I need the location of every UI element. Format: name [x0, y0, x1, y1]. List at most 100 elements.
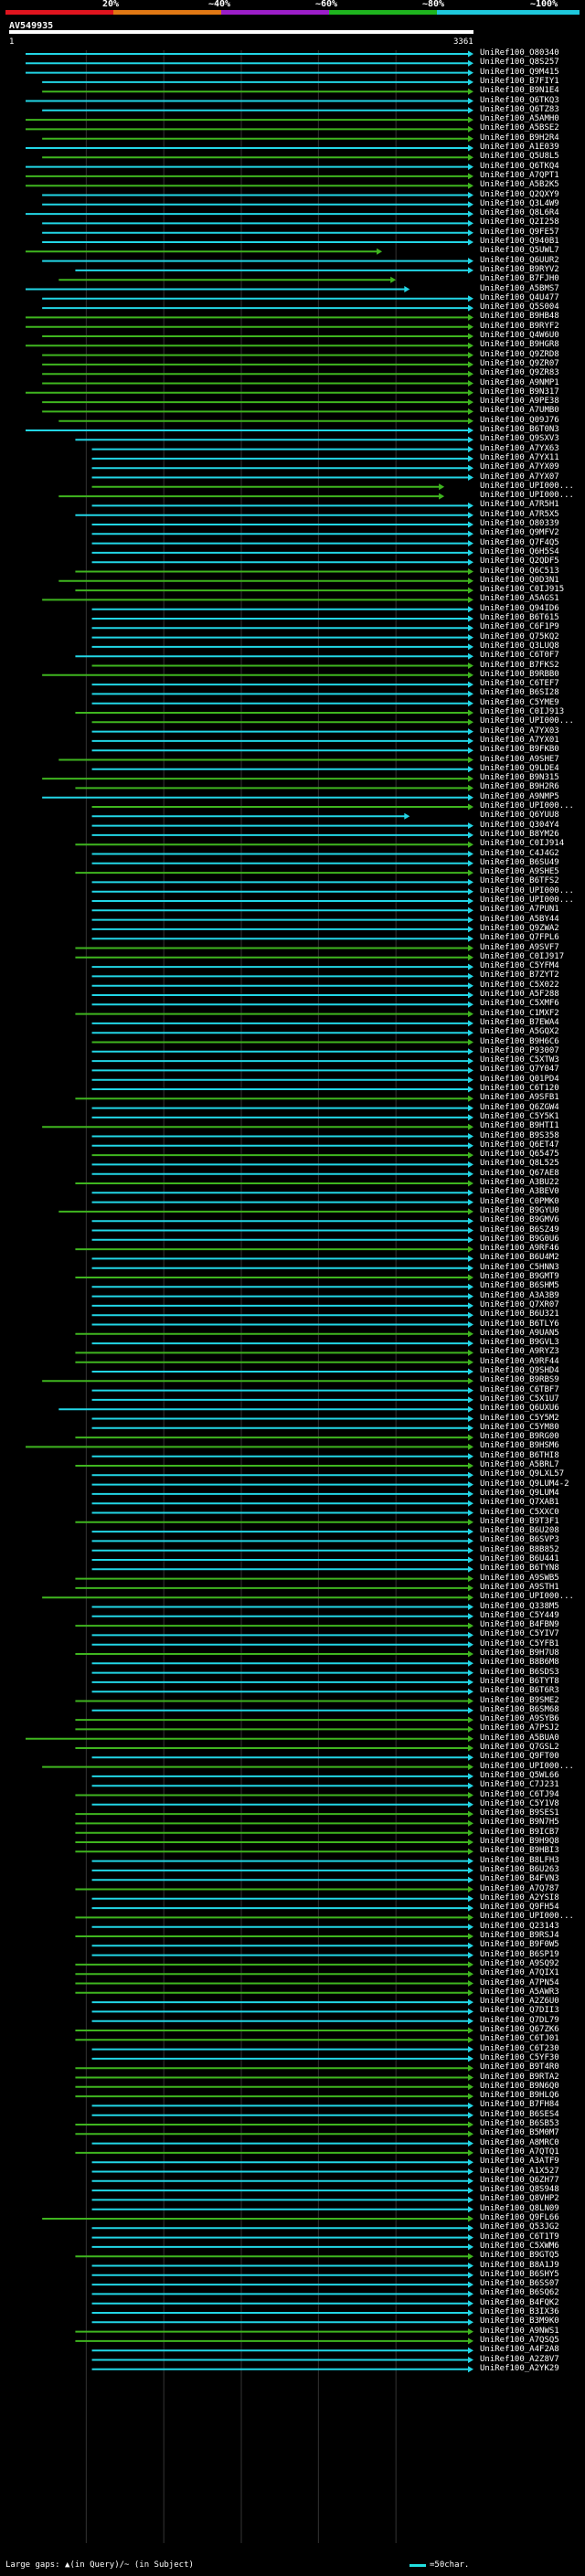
- hit-label[interactable]: UniRef100_A7R5X5: [480, 509, 559, 519]
- hit-label[interactable]: UniRef100_A7YX01: [480, 735, 559, 745]
- hit-label[interactable]: UniRef100_P93007: [480, 1045, 559, 1055]
- hit-label[interactable]: UniRef100_Q9ZWA2: [480, 923, 559, 933]
- hit-label[interactable]: UniRef100_C6F1P9: [480, 622, 559, 632]
- hit-label[interactable]: UniRef100_UPI000...: [480, 1592, 574, 1602]
- hit-label[interactable]: UniRef100_B9GYU0: [480, 1205, 559, 1215]
- hit-label[interactable]: UniRef100_C5Y449: [480, 1610, 559, 1620]
- hit-label[interactable]: UniRef100_Q6TKQ3: [480, 95, 559, 105]
- hit-label[interactable]: UniRef100_C5YFM4: [480, 961, 559, 971]
- hit-label[interactable]: UniRef100_C5YFB1: [480, 1638, 559, 1648]
- hit-label[interactable]: UniRef100_B9H9Q8: [480, 1837, 559, 1846]
- hit-label[interactable]: UniRef100_Q338M5: [480, 1601, 559, 1611]
- hit-label[interactable]: UniRef100_A7YX11: [480, 452, 559, 462]
- hit-label[interactable]: UniRef100_B9F0W5: [480, 1940, 559, 1950]
- hit-label[interactable]: UniRef100_B9HTI1: [480, 1121, 559, 1131]
- hit-label[interactable]: UniRef100_Q9ZR83: [480, 368, 559, 378]
- hit-label[interactable]: UniRef100_Q23143: [480, 1921, 559, 1931]
- hit-label[interactable]: UniRef100_C5XXC0: [480, 1507, 559, 1517]
- hit-label[interactable]: UniRef100_A7QTQ1: [480, 2147, 559, 2157]
- hit-label[interactable]: UniRef100_O80340: [480, 48, 559, 58]
- hit-label[interactable]: UniRef100_A7YX63: [480, 443, 559, 453]
- hit-label[interactable]: UniRef100_C0IJ917: [480, 951, 565, 961]
- hit-label[interactable]: UniRef100_B6TLY6: [480, 1319, 559, 1329]
- hit-label[interactable]: UniRef100_A5BMS7: [480, 283, 559, 293]
- hit-label[interactable]: UniRef100_B4FQK2: [480, 2297, 559, 2307]
- hit-label[interactable]: UniRef100_B6SHY5: [480, 2269, 559, 2279]
- hit-label[interactable]: UniRef100_A7YX03: [480, 726, 559, 736]
- hit-label[interactable]: UniRef100_Q09J76: [480, 415, 559, 425]
- hit-label[interactable]: UniRef100_Q9FL66: [480, 2213, 559, 2222]
- hit-label[interactable]: UniRef100_B9HGR8: [480, 340, 559, 350]
- hit-label[interactable]: UniRef100_Q65475: [480, 1150, 559, 1160]
- hit-label[interactable]: UniRef100_C6TEF7: [480, 679, 559, 689]
- hit-label[interactable]: UniRef100_B9RTA2: [480, 2072, 559, 2082]
- hit-label[interactable]: UniRef100_B6TYN8: [480, 1564, 559, 1574]
- hit-label[interactable]: UniRef100_B6TYT8: [480, 1676, 559, 1686]
- hit-label[interactable]: UniRef100_B7ZYT2: [480, 970, 559, 981]
- hit-label[interactable]: UniRef100_Q6YUU8: [480, 811, 559, 821]
- hit-label[interactable]: UniRef100_Q9LXL57: [480, 1469, 565, 1479]
- hit-label[interactable]: UniRef100_Q4U477: [480, 292, 559, 302]
- hit-label[interactable]: UniRef100_Q7XR07: [480, 1299, 559, 1309]
- hit-label[interactable]: UniRef100_C5Y5M2: [480, 1413, 559, 1423]
- hit-label[interactable]: UniRef100_B9N6Q0: [480, 2081, 559, 2091]
- hit-label[interactable]: UniRef100_Q9FH54: [480, 1903, 559, 1913]
- hit-label[interactable]: UniRef100_B6SS07: [480, 2279, 559, 2289]
- hit-label[interactable]: UniRef100_B6SI28: [480, 688, 559, 698]
- hit-label[interactable]: UniRef100_A5F288: [480, 990, 559, 999]
- hit-label[interactable]: UniRef100_C4J4G2: [480, 848, 559, 858]
- hit-label[interactable]: UniRef100_Q9LDE4: [480, 763, 559, 773]
- hit-label[interactable]: UniRef100_Q2QDF5: [480, 557, 559, 567]
- hit-label[interactable]: UniRef100_B9GMT9: [480, 1272, 559, 1281]
- hit-label[interactable]: UniRef100_A7R5H1: [480, 500, 559, 510]
- hit-label[interactable]: UniRef100_A7QSQ5: [480, 2335, 559, 2345]
- hit-label[interactable]: UniRef100_B9FKB0: [480, 745, 559, 755]
- hit-label[interactable]: UniRef100_B6SB53: [480, 2119, 559, 2128]
- hit-label[interactable]: UniRef100_Q9MFV2: [480, 528, 559, 538]
- hit-label[interactable]: UniRef100_C5XTW3: [480, 1055, 559, 1065]
- hit-label[interactable]: UniRef100_B9RYF2: [480, 321, 559, 331]
- hit-label[interactable]: UniRef100_B6U4M2: [480, 1253, 559, 1263]
- hit-label[interactable]: UniRef100_UPI000...: [480, 801, 574, 811]
- hit-label[interactable]: UniRef100_Q8S948: [480, 2185, 559, 2195]
- hit-label[interactable]: UniRef100_Q5U8L5: [480, 152, 559, 162]
- hit-label[interactable]: UniRef100_A4F2A8: [480, 2345, 559, 2355]
- hit-label[interactable]: UniRef100_B9HBI3: [480, 1846, 559, 1856]
- hit-label[interactable]: UniRef100_Q7FPL6: [480, 933, 559, 943]
- hit-label[interactable]: UniRef100_A5AWR3: [480, 1987, 559, 1997]
- hit-label[interactable]: UniRef100_Q01PD4: [480, 1074, 559, 1084]
- hit-label[interactable]: UniRef100_Q8S257: [480, 58, 559, 68]
- hit-label[interactable]: UniRef100_C5XWM6: [480, 2241, 559, 2251]
- hit-label[interactable]: UniRef100_A7QPT1: [480, 170, 559, 180]
- hit-label[interactable]: UniRef100_Q2I258: [480, 217, 559, 228]
- hit-label[interactable]: UniRef100_C6T0F7: [480, 651, 559, 661]
- hit-label[interactable]: UniRef100_UPI000...: [480, 1761, 574, 1771]
- hit-label[interactable]: UniRef100_B8A1J9: [480, 2260, 559, 2270]
- hit-label[interactable]: UniRef100_B6SQ62: [480, 2288, 559, 2298]
- hit-label[interactable]: UniRef100_B6TFS2: [480, 876, 559, 886]
- hit-label[interactable]: UniRef100_B6T0N3: [480, 425, 559, 434]
- hit-label[interactable]: UniRef100_B4FVN3: [480, 1874, 559, 1884]
- hit-label[interactable]: UniRef100_C5YIV7: [480, 1629, 559, 1639]
- hit-label[interactable]: UniRef100_Q6C513: [480, 566, 559, 576]
- hit-label[interactable]: UniRef100_C0IJ914: [480, 839, 565, 849]
- hit-label[interactable]: UniRef100_A9SQ92: [480, 1958, 559, 1968]
- hit-label[interactable]: UniRef100_B9GMV6: [480, 1215, 559, 1225]
- hit-label[interactable]: UniRef100_B9H2R6: [480, 782, 559, 792]
- hit-label[interactable]: UniRef100_A2Z8V7: [480, 2354, 559, 2364]
- hit-label[interactable]: UniRef100_C6T230: [480, 2043, 559, 2053]
- hit-label[interactable]: UniRef100_C1MXF2: [480, 1008, 559, 1018]
- hit-label[interactable]: UniRef100_A7YX07: [480, 472, 559, 482]
- hit-label[interactable]: UniRef100_B6U263: [480, 1864, 559, 1874]
- hit-label[interactable]: UniRef100_Q9LUM4-2: [480, 1479, 569, 1489]
- hit-label[interactable]: UniRef100_A3ATF9: [480, 2157, 559, 2167]
- hit-label[interactable]: UniRef100_C5Y5K1: [480, 1111, 559, 1121]
- hit-label[interactable]: UniRef100_A8MRC0: [480, 2137, 559, 2147]
- hit-label[interactable]: UniRef100_A3A3B9: [480, 1290, 559, 1300]
- hit-label[interactable]: UniRef100_A2YK29: [480, 2363, 559, 2373]
- hit-label[interactable]: UniRef100_Q5WL66: [480, 1770, 559, 1780]
- hit-label[interactable]: UniRef100_O80339: [480, 519, 559, 528]
- hit-label[interactable]: UniRef100_A9SFB1: [480, 1093, 559, 1103]
- hit-label[interactable]: UniRef100_A9NMP1: [480, 377, 559, 387]
- hit-label[interactable]: UniRef100_A5BY44: [480, 914, 559, 924]
